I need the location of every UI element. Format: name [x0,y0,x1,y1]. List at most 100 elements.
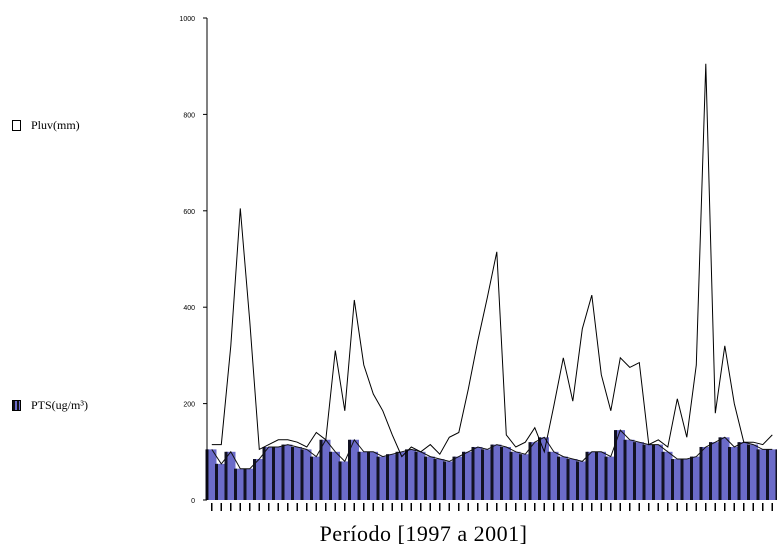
pts-bar [644,444,654,500]
pts-bar-separator [310,456,313,500]
pts-bar [273,446,283,500]
pts-bar [482,449,492,500]
pts-bar-separator [443,461,446,500]
pts-bar [235,468,245,500]
pts-bar [520,454,530,500]
pts-bar [606,456,616,500]
pts-bar-separator [766,449,769,500]
pluv-line [211,63,773,458]
pts-bar-separator [595,451,598,500]
pts-bar-separator [680,459,684,500]
pts-bar [720,437,730,500]
pts-bar-separator [661,451,665,500]
y-tick-label: 800 [183,112,195,119]
pts-bar-separator [747,444,750,500]
pts-bar-separator [756,449,760,500]
pts-bar [368,451,378,500]
pts-bar [387,454,397,500]
pts-bar-separator [585,451,589,500]
pts-bar [340,461,350,500]
pts-bar [378,456,388,500]
pts-bar-separator [671,459,674,500]
legend-pluv-label: Pluv(mm) [31,118,80,132]
pts-bar-separator [348,439,351,500]
pts-bar [302,449,312,500]
pts-bar [710,442,720,500]
pts-bar [435,459,445,500]
pts-bar-separator [243,468,247,500]
pts-bar-separator [300,449,304,500]
pts-bar [577,461,587,500]
y-tick-label: 0 [191,498,195,505]
pts-bar-separator [557,456,560,500]
pts-bar [625,439,635,500]
pts-bar-separator [357,451,361,500]
pts-bar [767,449,777,500]
pts-bar [463,451,473,500]
pts-bar [349,439,359,500]
y-tick-label: 400 [183,305,195,312]
pts-bar [701,446,711,500]
pts-bar [292,446,302,500]
pts-bar [416,451,426,500]
x-axis-title: Período [1997 a 2001] [319,521,528,546]
pts-bar [216,463,226,500]
pts-bar-separator [623,439,627,500]
pts-bar-separator [452,456,456,500]
x-axis [211,503,773,511]
pts-bar-separator [414,451,418,500]
pts-bar-separator [718,437,722,500]
pts-bar [454,456,464,500]
pts-bar-separator [633,442,636,500]
pts-bar [729,446,739,500]
pts-bar-separator [405,449,408,500]
pts-bar [511,451,521,500]
pts-bar-separator [215,463,218,500]
pts-bar-separator [490,444,494,500]
pts-bar [473,446,483,500]
pts-bar-separator [652,444,655,500]
pts-outline [211,429,773,470]
pts-bar [615,430,625,500]
pts-bar [264,446,274,500]
pluv-swatch-icon [12,120,21,131]
pts-bar-separator [775,449,777,500]
pts-bar-separator [604,456,608,500]
y-axis: 0 200 400 600 800 1000 [179,16,208,505]
pts-bar-separator [709,442,712,500]
pts-bar [406,449,416,500]
pts-bar [549,451,559,500]
pts-bar-separator [690,456,693,500]
pts-bar [321,439,331,500]
pts-bar-separator [528,442,532,500]
pts-bar [501,446,511,500]
pts-bar [672,459,682,500]
pts-bar-separator [291,446,294,500]
pts-bar-separator [699,446,703,500]
pts-bar [425,456,435,500]
pts-bar-separator [737,442,741,500]
pts-bar [492,444,502,500]
pts-bar-separator [500,446,503,500]
pts-bar [596,451,606,500]
pts-bars [205,429,777,500]
pts-bar-separator [224,451,228,500]
pts-bar-separator [386,454,389,500]
pts-bar-separator [272,446,275,500]
pts-bar [245,468,255,500]
pts-bar [634,442,644,500]
pts-bar [207,449,217,500]
pts-bar-separator [538,437,541,500]
pts-bar [226,451,236,500]
legend-pts: PTS(ug/m³) [12,398,88,413]
pts-swatch-icon [12,400,21,411]
pts-bar-separator [376,456,380,500]
pts-bar-separator [481,449,484,500]
pts-bar [330,451,340,500]
pts-bar [397,451,407,500]
pts-bar-separator [566,459,570,500]
legend-pluv: Pluv(mm) [12,118,80,133]
y-tick-label: 600 [183,209,195,216]
legend-pts-label: PTS(ug/m³) [31,398,88,412]
